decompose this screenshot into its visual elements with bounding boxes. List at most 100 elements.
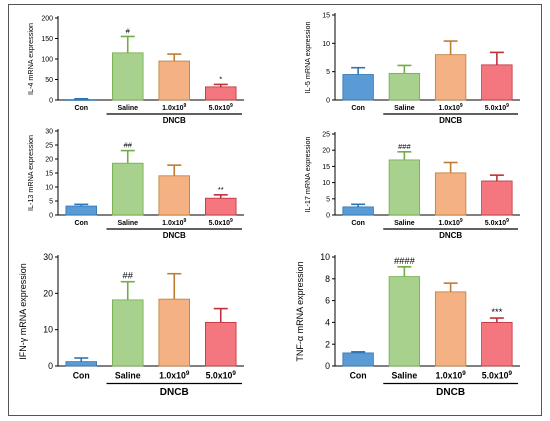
significance-marker: * <box>219 74 222 83</box>
bar-1-0x10 <box>158 298 190 367</box>
x-tick-label: Saline <box>394 105 415 112</box>
x-tick-label: Saline <box>115 371 141 381</box>
y-tick-label: 25 <box>322 131 330 138</box>
significance-marker: ## <box>123 271 134 281</box>
y-tick-label: 20 <box>45 156 53 163</box>
y-tick-label: 0 <box>326 212 330 219</box>
bar-1-0x10 <box>158 175 190 216</box>
bar-con <box>342 352 374 367</box>
x-tick-label: Saline <box>391 371 417 381</box>
bar-saline <box>388 276 421 367</box>
y-axis-label: IL-17 mRNA expression <box>303 137 312 213</box>
bar-saline <box>388 72 421 101</box>
group-label: DNCB <box>163 116 186 125</box>
y-tick-label: 8 <box>325 274 330 284</box>
bar-5-0x10 <box>205 86 237 101</box>
y-tick-label: 0 <box>325 361 330 371</box>
chart-panel-5: 0 10 20 30 IFN-γ mRNA expression Con ## Saline 1… <box>18 252 244 398</box>
y-axis-label: IFN-γ mRNA expression <box>18 263 28 360</box>
y-tick-label: 50 <box>45 77 53 84</box>
y-tick-label: 10 <box>322 180 330 187</box>
y-tick-label: 150 <box>41 36 53 43</box>
y-tick-label: 100 <box>41 56 53 63</box>
group-label: DNCB <box>160 387 189 398</box>
chart-panel-3: 0 5 10 15 20 25 30 IL-13 mRNA expression Con ## Sa… <box>26 128 244 240</box>
y-tick-label: 0 <box>49 212 53 219</box>
bar-5-0x10 <box>481 321 513 367</box>
group-label: DNCB <box>439 231 462 240</box>
y-tick-label: 5 <box>49 198 53 205</box>
y-tick-label: 20 <box>43 288 53 298</box>
x-tick-label: Saline <box>117 105 138 112</box>
bar-saline <box>112 162 144 216</box>
y-tick-label: 15 <box>45 170 53 177</box>
bar-con <box>65 99 97 101</box>
y-tick-label: 30 <box>45 128 53 135</box>
x-tick-label: 5.0x109 <box>206 370 237 381</box>
significance-marker: ** <box>218 185 224 194</box>
x-tick-label: Con <box>74 220 88 227</box>
y-tick-label: 15 <box>322 12 330 19</box>
group-label: DNCB <box>163 231 186 240</box>
x-tick-label: 5.0x109 <box>485 218 509 227</box>
x-tick-label: 1.0x109 <box>435 370 466 381</box>
x-tick-label: 1.0x109 <box>159 370 190 381</box>
x-tick-label: 5.0x109 <box>209 218 233 227</box>
x-tick-label: 5.0x109 <box>482 370 513 381</box>
x-tick-label: Con <box>350 371 367 381</box>
chart-panel-1: 0 50 100 150 200 IL-4 mRNA expression Con # Sali… <box>26 15 244 125</box>
bar-saline <box>112 299 144 367</box>
significance-marker: #### <box>394 256 416 266</box>
y-tick-label: 10 <box>322 41 330 48</box>
bar-5-0x10 <box>205 197 237 216</box>
y-tick-label: 20 <box>322 148 330 155</box>
y-tick-label: 0 <box>326 97 330 104</box>
significance-marker: # <box>126 26 131 35</box>
x-tick-label: 1.0x109 <box>439 218 463 227</box>
bar-1-0x10 <box>158 60 190 101</box>
x-tick-label: Con <box>74 105 88 112</box>
y-tick-label: 5 <box>326 196 330 203</box>
bar-con <box>65 361 97 367</box>
y-tick-label: 6 <box>325 296 330 306</box>
figure-frame <box>8 4 542 416</box>
group-label: DNCB <box>436 387 465 398</box>
chart-panel-2: 0 5 10 15 IL-5 mRNA expression Con Saline 1.0x1… <box>303 12 520 125</box>
bar-con <box>342 74 374 101</box>
significance-marker: ## <box>124 141 133 150</box>
y-tick-label: 10 <box>320 252 330 262</box>
x-tick-label: Con <box>351 220 365 227</box>
y-tick-label: 0 <box>48 361 53 371</box>
bar-saline <box>112 52 144 101</box>
x-tick-label: 1.0x109 <box>162 218 186 227</box>
bar-saline <box>388 159 421 216</box>
x-tick-label: 1.0x109 <box>439 103 463 112</box>
x-tick-label: 5.0x109 <box>485 103 509 112</box>
y-tick-label: 15 <box>322 164 330 171</box>
bar-1-0x10 <box>434 172 467 216</box>
y-tick-label: 5 <box>326 69 330 76</box>
bar-con <box>65 205 97 216</box>
significance-marker: *** <box>491 307 502 317</box>
y-tick-label: 25 <box>45 142 53 149</box>
y-axis-label: TNF-α mRNA expression <box>295 261 305 361</box>
group-label: DNCB <box>439 116 462 125</box>
y-tick-label: 200 <box>41 15 53 22</box>
x-tick-label: 5.0x109 <box>209 103 233 112</box>
bar-1-0x10 <box>434 54 467 101</box>
x-tick-label: Saline <box>117 220 138 227</box>
y-axis-label: IL-5 mRNA expression <box>303 22 312 94</box>
chart-panel-6: 0 2 4 6 8 10 TNF-α mRNA expression Con #### Salin… <box>295 252 520 398</box>
x-tick-label: 1.0x109 <box>162 103 186 112</box>
y-tick-label: 0 <box>49 97 53 104</box>
bar-5-0x10 <box>481 64 513 101</box>
x-tick-label: Saline <box>394 220 415 227</box>
bar-5-0x10 <box>481 180 513 216</box>
y-tick-label: 10 <box>45 184 53 191</box>
y-tick-label: 4 <box>325 317 330 327</box>
significance-marker: ### <box>398 142 411 151</box>
y-tick-label: 2 <box>325 339 330 349</box>
x-tick-label: Con <box>351 105 365 112</box>
